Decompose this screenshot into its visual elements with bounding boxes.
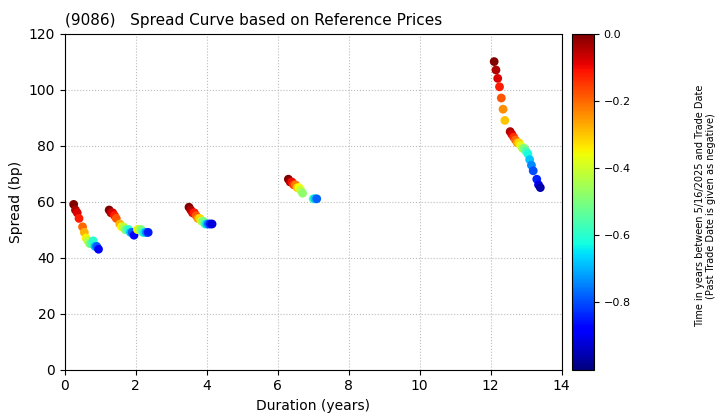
Point xyxy=(89,243,101,250)
Point xyxy=(521,148,532,155)
Point xyxy=(86,240,97,247)
Point xyxy=(499,117,510,124)
Point xyxy=(204,220,216,227)
Point xyxy=(186,210,198,216)
Point xyxy=(297,190,308,197)
Point xyxy=(534,184,546,191)
Point xyxy=(125,229,136,236)
Point xyxy=(207,220,218,227)
Point xyxy=(143,229,154,236)
Point xyxy=(87,237,99,244)
Point xyxy=(498,106,509,113)
Point xyxy=(201,220,212,227)
Point xyxy=(120,226,131,233)
Point xyxy=(311,195,323,202)
Point xyxy=(524,156,536,163)
Point xyxy=(196,218,207,225)
Point xyxy=(189,210,200,216)
Point xyxy=(71,210,83,216)
Point xyxy=(505,128,516,135)
Point xyxy=(82,237,94,244)
Point xyxy=(197,218,209,225)
Point xyxy=(183,204,194,210)
Point xyxy=(522,151,534,158)
Point xyxy=(81,235,92,242)
Point xyxy=(295,187,307,194)
Point xyxy=(510,136,521,143)
Point xyxy=(194,215,205,222)
Point xyxy=(93,246,104,252)
Point xyxy=(526,162,537,168)
Point xyxy=(284,178,296,185)
Point xyxy=(128,232,140,239)
Point xyxy=(139,229,150,236)
X-axis label: Duration (years): Duration (years) xyxy=(256,399,370,413)
Point xyxy=(289,181,301,188)
Point xyxy=(127,229,138,236)
Point xyxy=(137,229,148,236)
Point xyxy=(494,84,505,90)
Point xyxy=(107,210,119,216)
Point xyxy=(135,226,147,233)
Point xyxy=(292,184,303,191)
Point xyxy=(518,145,530,152)
Point xyxy=(528,168,539,174)
Point xyxy=(495,94,507,101)
Point xyxy=(293,184,305,191)
Point xyxy=(114,220,125,227)
Point xyxy=(506,131,518,138)
Point xyxy=(73,215,85,222)
Point xyxy=(492,75,503,82)
Point xyxy=(309,195,320,202)
Point xyxy=(185,207,197,213)
Point xyxy=(515,142,526,149)
Point xyxy=(511,139,523,146)
Point xyxy=(132,226,143,233)
Point xyxy=(513,139,525,146)
Point xyxy=(123,226,135,233)
Y-axis label: Spread (bp): Spread (bp) xyxy=(9,160,23,243)
Point xyxy=(68,201,79,208)
Point xyxy=(121,226,132,233)
Point xyxy=(286,178,297,185)
Point xyxy=(116,223,127,230)
Point xyxy=(134,226,145,233)
Point xyxy=(117,223,129,230)
Point xyxy=(307,195,319,202)
Point xyxy=(199,220,211,227)
Point xyxy=(140,229,152,236)
Point xyxy=(203,220,215,227)
Point xyxy=(77,223,89,230)
Point xyxy=(110,215,122,222)
Point xyxy=(531,176,542,183)
Point xyxy=(190,212,202,219)
Point xyxy=(490,67,502,74)
Point xyxy=(104,207,115,213)
Point xyxy=(84,240,95,247)
Point xyxy=(533,181,544,188)
Text: Time in years between 5/16/2025 and Trade Date
(Past Trade Date is given as nega: Time in years between 5/16/2025 and Trad… xyxy=(695,84,716,327)
Point xyxy=(288,181,300,188)
Point xyxy=(109,212,120,219)
Point xyxy=(508,134,519,141)
Point xyxy=(517,145,528,152)
Point xyxy=(488,58,500,65)
Point xyxy=(192,215,204,222)
Point xyxy=(78,229,90,236)
Text: (9086)   Spread Curve based on Reference Prices: (9086) Spread Curve based on Reference P… xyxy=(65,13,442,28)
Point xyxy=(105,210,117,216)
Point xyxy=(70,207,81,213)
Point xyxy=(91,243,102,250)
Point xyxy=(282,176,294,183)
